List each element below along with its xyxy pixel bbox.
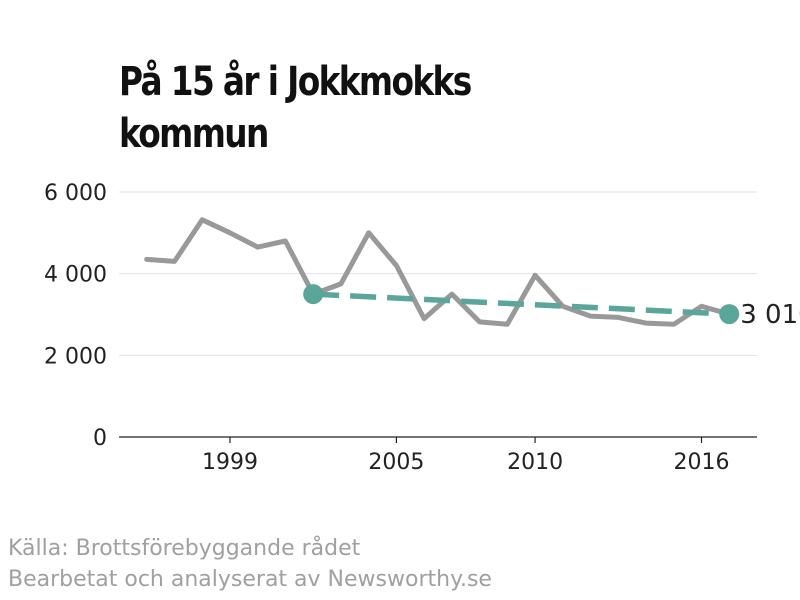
y-axis-labels: 0 2 000 4 000 6 000 [44,181,107,451]
y-tick-label: 0 [93,426,107,451]
end-value-label: 3 010 [740,300,800,330]
trend-end-marker [719,304,740,325]
x-tick-label: 2005 [368,450,424,475]
source-text: Källa: Brottsförebyggande rådet [8,536,361,561]
x-tick-label: 2010 [507,450,563,475]
series-line [144,217,732,327]
trend-start-marker [303,284,324,305]
x-tick-label: 1999 [202,450,258,475]
y-tick-label: 4 000 [44,263,107,288]
y-tick-label: 2 000 [44,344,107,369]
trend-line-dashed [313,291,730,317]
x-axis: 1999 2005 2010 2016 [119,436,757,475]
credit-text: Bearbetat och analyserat av Newsworthy.s… [8,567,492,592]
trend-line: 3 010 [303,284,800,330]
gridlines [119,191,757,356]
series-lines [144,217,732,327]
y-tick-label: 6 000 [44,181,107,206]
x-tick-label: 2016 [674,450,730,475]
chart-title: På 15 år i Jokkmokks kommun [119,59,472,157]
